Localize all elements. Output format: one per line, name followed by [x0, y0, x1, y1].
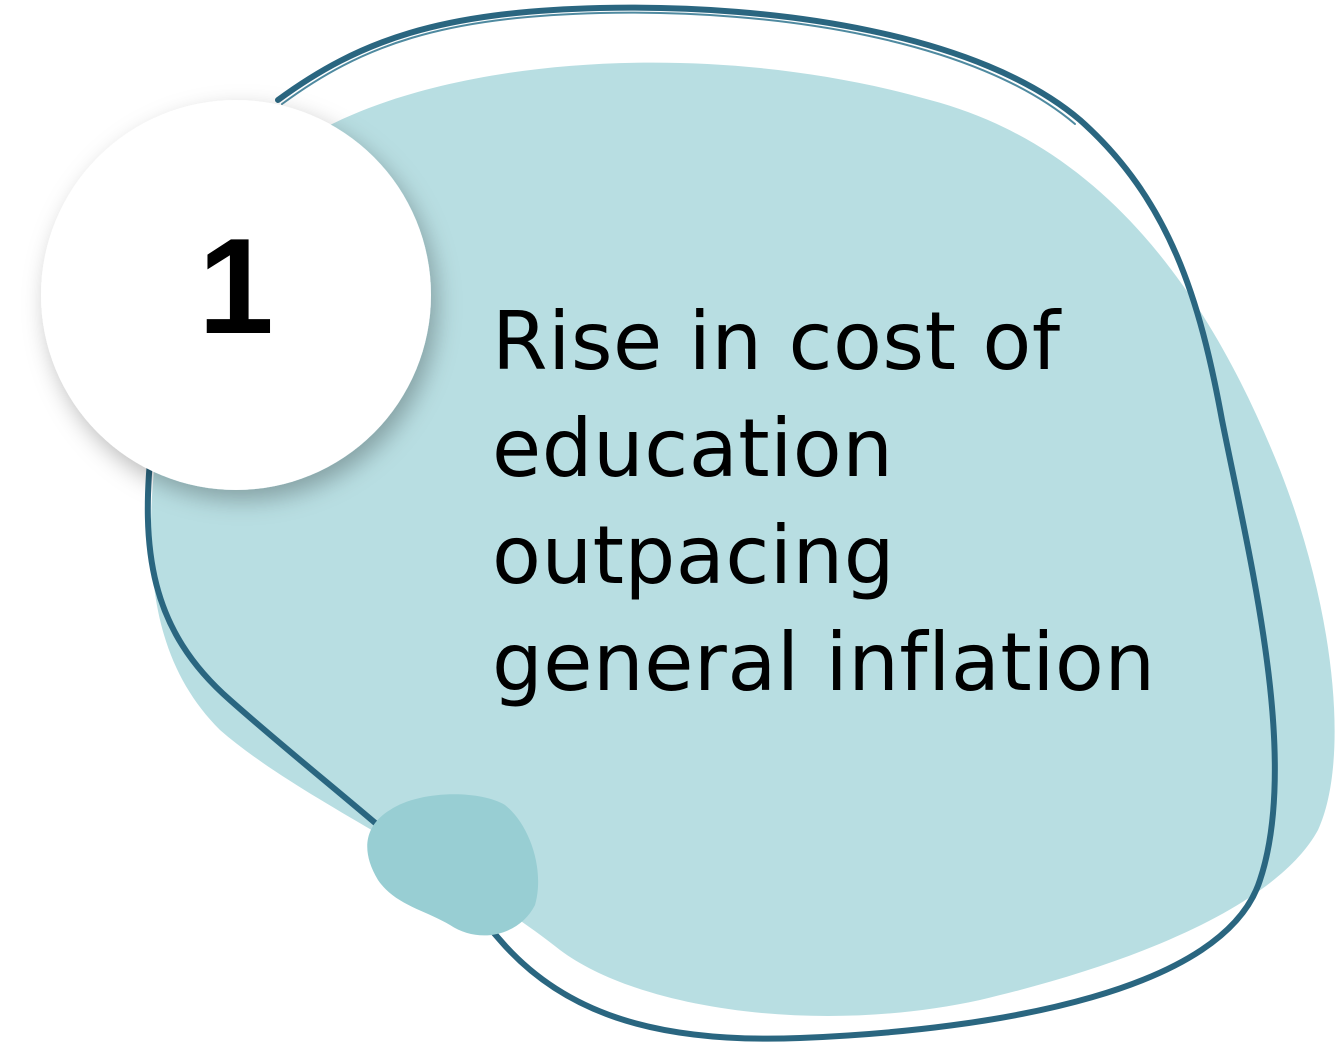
- heading-line: outpacing: [492, 509, 896, 602]
- badge-circle: [41, 100, 431, 490]
- blob-outline: [144, 4, 1278, 1042]
- blob-outline-inner: [281, 11, 1076, 125]
- heading-line: general inflation: [492, 616, 1156, 709]
- heading-line: Rise in cost of: [492, 295, 1061, 388]
- accent-blob: [367, 794, 539, 936]
- step-number: 1: [198, 210, 274, 362]
- heading: Rise in cost of education outpacing gene…: [492, 288, 1312, 716]
- background-blob: [150, 62, 1335, 1016]
- heading-line: education: [492, 402, 894, 495]
